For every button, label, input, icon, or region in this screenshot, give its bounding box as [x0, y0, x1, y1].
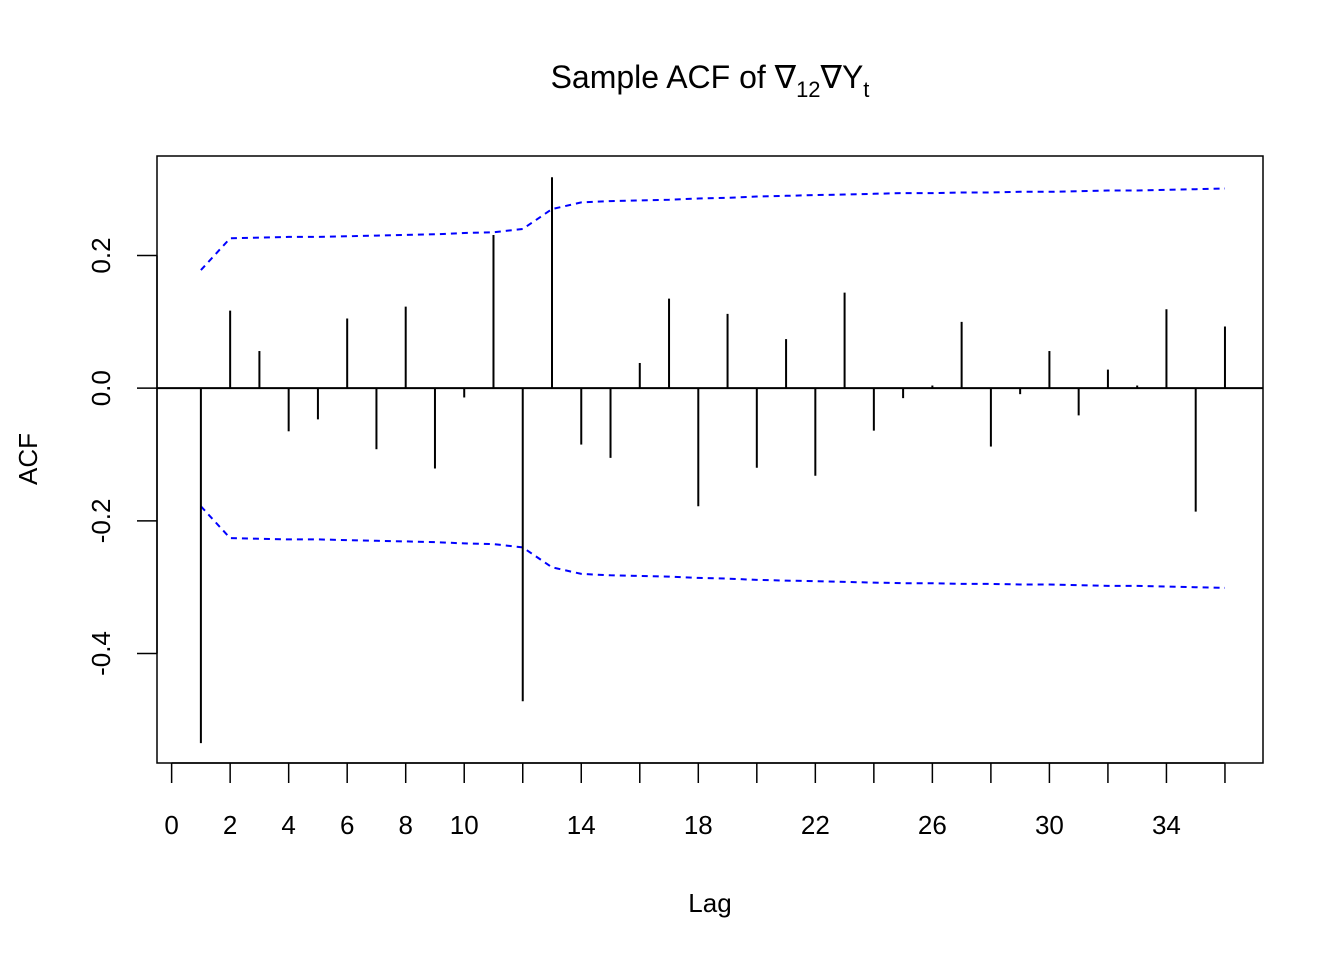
x-tick-label-30: 30	[1035, 810, 1064, 840]
x-tick-label-26: 26	[918, 810, 947, 840]
x-axis-label: Lag	[688, 888, 731, 918]
x-tick-label-18: 18	[684, 810, 713, 840]
x-tick-label-22: 22	[801, 810, 830, 840]
y-tick-label-2: 0.0	[86, 370, 116, 406]
x-tick-label-2: 2	[223, 810, 237, 840]
upper-confidence-bound	[200, 187, 1226, 271]
x-tick-label-14: 14	[567, 810, 596, 840]
lower-confidence-bound	[200, 505, 1226, 589]
y-tick-label-0: -0.4	[86, 631, 116, 676]
x-tick-label-34: 34	[1152, 810, 1181, 840]
y-axis: -0.4 -0.2 0.0 0.2	[86, 237, 158, 676]
x-tick-label-6: 6	[340, 810, 354, 840]
x-tick-label-4: 4	[281, 810, 295, 840]
x-tick-label-8: 8	[398, 810, 412, 840]
x-tick-label-10: 10	[450, 810, 479, 840]
confidence-bounds	[200, 187, 1226, 589]
x-tick-label-0: 0	[164, 810, 178, 840]
plot-frame	[156, 155, 1264, 764]
acf-bars	[199, 177, 1226, 744]
y-tick-label-3: 0.2	[86, 237, 116, 273]
x-axis: 0 2 4 6 8 10 14 18 22 26 30 34	[164, 762, 1226, 840]
y-tick-label-1: -0.2	[86, 498, 116, 543]
chart-title: Sample ACF of ∇12∇Yt	[551, 59, 870, 102]
y-axis-label: ACF	[13, 433, 43, 485]
